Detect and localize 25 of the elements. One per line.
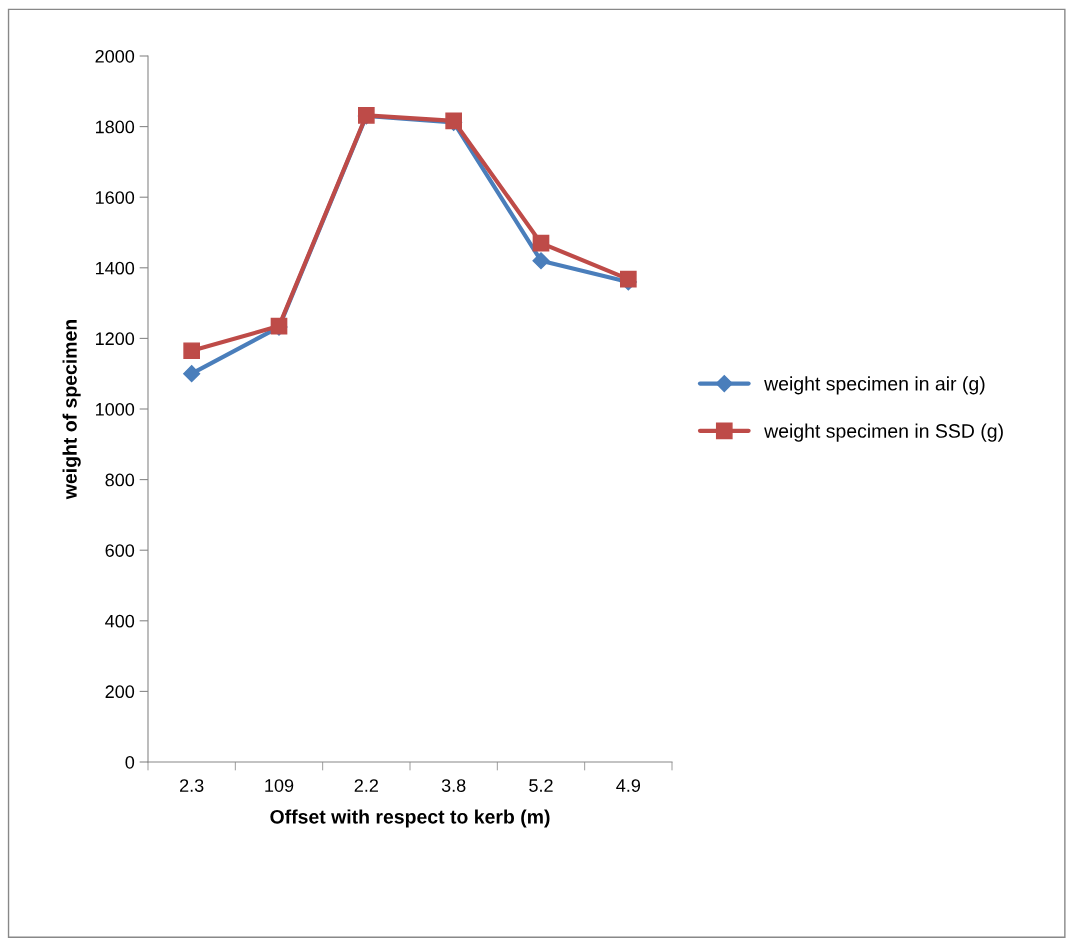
y-tick-label: 2000 (95, 49, 135, 63)
x-axis-title: Offset with respect to kerb (m) (270, 809, 550, 828)
point (183, 342, 201, 360)
x-tick-label: 2.2 (354, 779, 378, 792)
y-tick-label: 800 (105, 473, 135, 487)
y-tick-label: 200 (105, 685, 135, 699)
x-tick-label: 109 (265, 779, 294, 792)
y-tick-label: 1800 (96, 120, 135, 134)
y-tick-label: 0 (125, 755, 135, 769)
y-tick-label: 1600 (96, 191, 135, 204)
point (183, 365, 201, 383)
legend-label: weight specimen in air (g) (764, 376, 985, 395)
point (532, 252, 550, 270)
y-tick-label: 1200 (96, 332, 135, 346)
x-tick-label: 3.8 (441, 779, 466, 792)
y-tick-label: 1400 (96, 261, 135, 275)
y-tick-label: 400 (105, 614, 135, 628)
legend-label: weight specimen in SSD (g) (764, 423, 1003, 442)
x-tick-label: 5.2 (529, 779, 553, 792)
y-tick-label: 600 (105, 544, 135, 557)
point (532, 234, 550, 252)
y-tick-label: 1000 (96, 402, 135, 416)
x-tick-label: 2.3 (180, 779, 204, 792)
y-axis-title: weight of specimen (62, 319, 81, 500)
x-tick-label: 4.9 (616, 779, 641, 792)
